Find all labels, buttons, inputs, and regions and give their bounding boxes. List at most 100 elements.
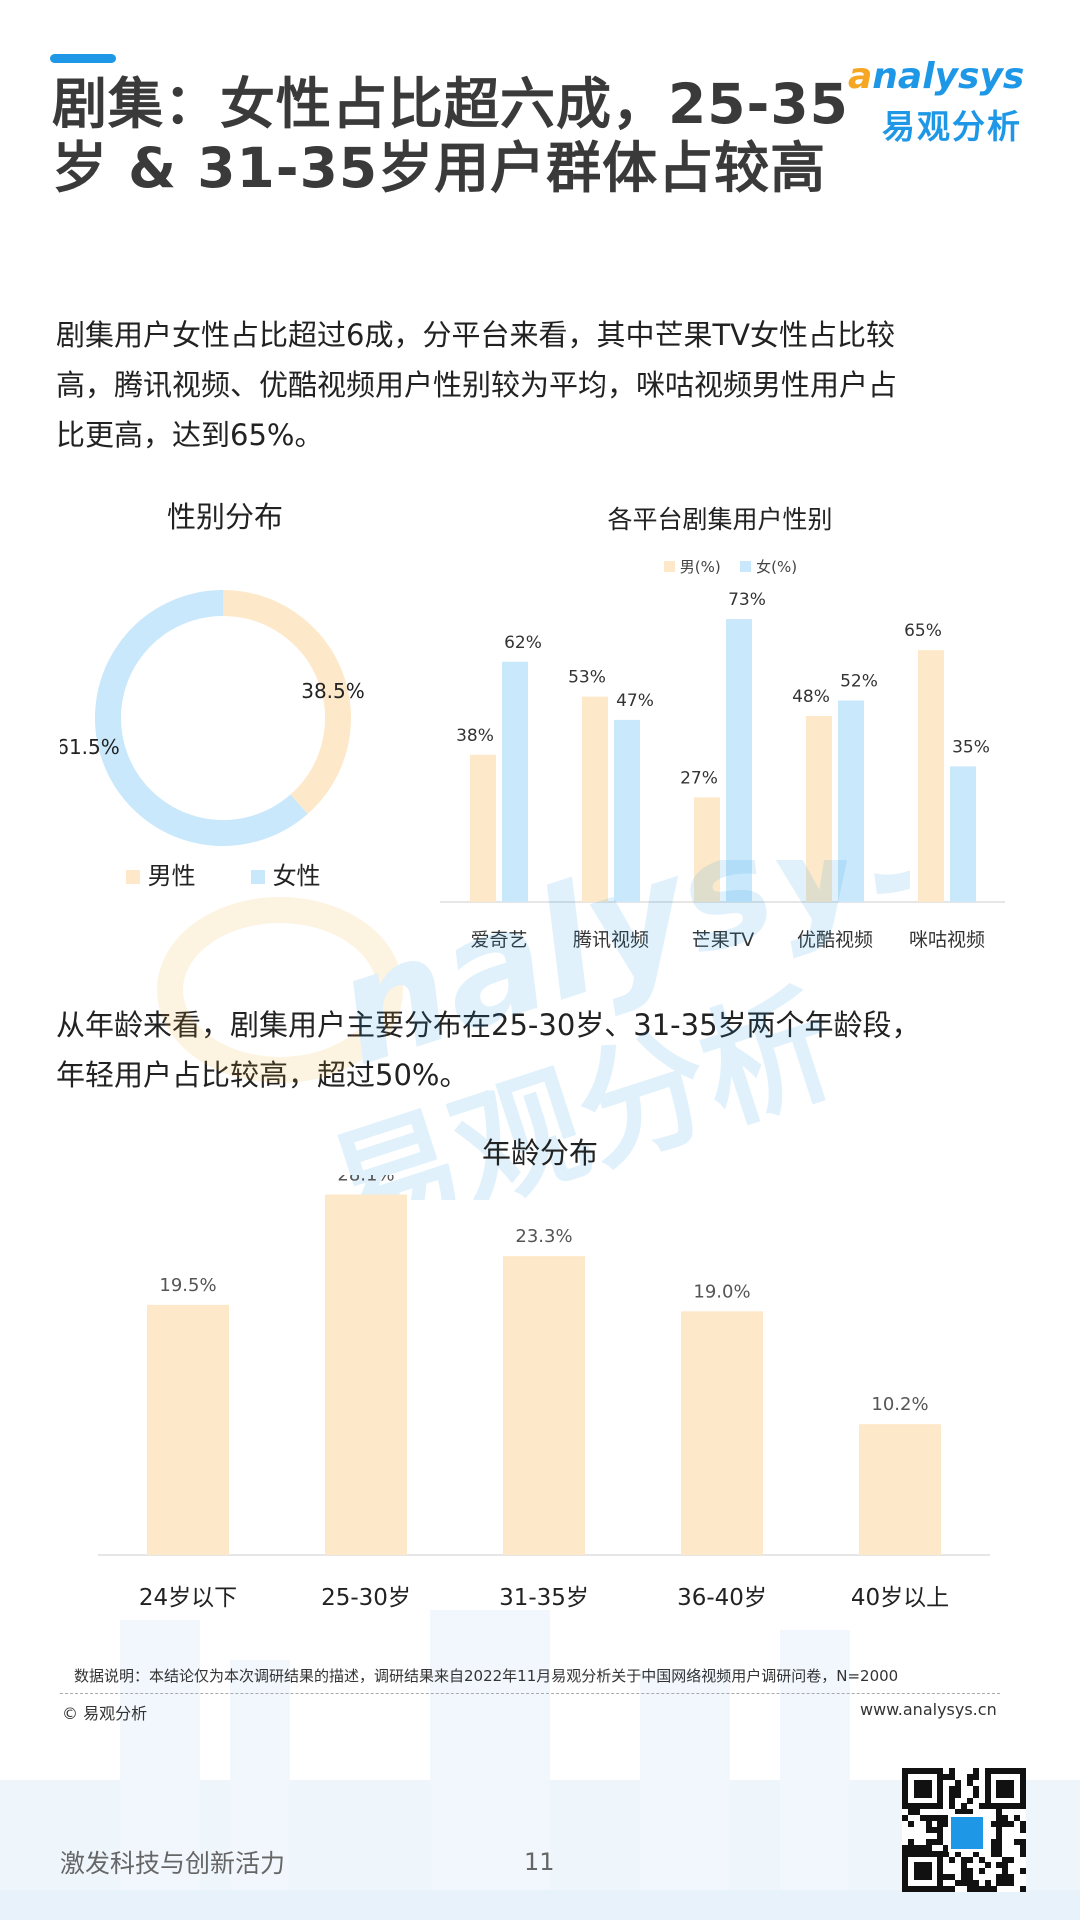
qr-module [1020,1768,1027,1774]
qr-module [919,1868,926,1875]
qr-module [996,1880,1003,1887]
para-line: 从年龄来看，剧集用户主要分布在25-30岁、31-35岁两个年龄段， [56,1008,921,1042]
page-number: 11 [524,1848,555,1876]
qr-module [931,1768,938,1774]
qr-module [902,1797,908,1804]
qr-module [966,1797,973,1804]
qr-module [1002,1856,1009,1863]
donut-legend: 男性 女性 [126,856,386,891]
qr-module [913,1785,920,1792]
qr-module [961,1803,968,1810]
qr-module [972,1768,979,1774]
bar-value-label: 35% [952,737,990,757]
qr-module [990,1886,997,1893]
qr-module [1014,1768,1021,1774]
qr-module [990,1803,997,1810]
qr-module [955,1791,962,1798]
legend-label-male: 男性 [147,862,196,890]
gender-donut-chart: 38.5% 61.5% [60,590,365,846]
qr-module [972,1850,979,1857]
age-bar [325,1194,407,1555]
platform-gender-bar-chart: 38% 62% 爱奇艺 53% 47% 腾讯视频 27% 73% 芒果TV 48% 52% 优酷视频 6… [440,590,1005,951]
qr-module [984,1768,991,1774]
qr-module [919,1874,926,1881]
qr-module [937,1779,944,1786]
qr-module [937,1803,944,1810]
qr-module [984,1791,991,1798]
qr-module [943,1850,950,1857]
qr-module [1002,1880,1009,1887]
qr-module [902,1779,908,1786]
copyright: © 易观分析 [62,1704,148,1723]
qr-module [937,1874,944,1881]
qr-module [943,1886,950,1893]
qr-module [996,1809,1003,1816]
footer-divider [60,1693,1000,1694]
qr-module [996,1850,1003,1857]
qr-module [902,1886,908,1893]
qr-module [1014,1803,1021,1810]
qr-module [931,1803,938,1810]
qr-module [937,1868,944,1875]
qr-module [961,1874,968,1881]
qr-module [966,1779,973,1786]
qr-code[interactable] [902,1768,1027,1893]
age-bar [681,1311,763,1555]
qr-module [1008,1803,1015,1810]
qr-module [949,1797,956,1804]
qr-module [937,1797,944,1804]
legend-label-female: 女性 [272,862,321,890]
slogan: 激发科技与创新活力 [60,1849,286,1878]
qr-module [907,1838,914,1845]
qr-module [1008,1785,1015,1792]
qr-module [961,1862,968,1869]
qr-module [1002,1862,1009,1869]
qr-module [972,1773,979,1780]
qr-module [955,1880,962,1887]
qr-module [919,1844,926,1851]
qr-module [972,1886,979,1893]
bar-female [502,661,528,902]
qr-module [913,1809,920,1816]
qr-module [984,1880,991,1887]
platform-legend: 男(%) 女(%) [664,556,797,577]
age-chart-title: 年龄分布 [481,1136,598,1170]
bar-value-label: 73% [728,590,766,610]
qr-module [955,1850,962,1857]
category-label: 咪咕视频 [909,929,985,951]
legend-swatch-female [740,561,752,572]
age-bar [859,1424,941,1555]
qr-module [961,1856,968,1863]
qr-module [937,1850,944,1857]
qr-module [1020,1803,1027,1810]
qr-module [925,1838,932,1845]
qr-module [902,1815,908,1822]
background-skyline [0,1610,1080,1920]
qr-module [1014,1838,1021,1845]
qr-module [966,1880,973,1887]
bar-value-label: 19.5% [159,1275,216,1296]
qr-module [978,1886,985,1893]
qr-module [990,1838,997,1845]
qr-module [902,1768,908,1774]
qr-module [972,1791,979,1798]
qr-module [1002,1821,1009,1828]
qr-module [937,1827,944,1834]
qr-module [996,1768,1003,1774]
qr-module [919,1886,926,1893]
legend-swatch-male [126,870,140,884]
bar-value-label: 19.0% [693,1281,750,1302]
bar-value-label: 23.3% [515,1226,572,1247]
qr-module [996,1862,1003,1869]
qr-module [943,1815,950,1822]
page-title: 剧集：女性占比超六成，25-35 岁 & 31-35岁用户群体占较高 [52,72,872,200]
qr-module [907,1844,914,1851]
platform-chart-title: 各平台剧集用户性别 [607,505,833,534]
qr-module [902,1844,908,1851]
qr-module [937,1815,944,1822]
donut-slice-0 [222,590,351,815]
website-link[interactable]: www.analysys.cn [860,1700,997,1719]
qr-module [913,1862,920,1869]
donut-value-label: 61.5% [60,735,120,759]
logo-letters: nalysys [872,56,1025,97]
